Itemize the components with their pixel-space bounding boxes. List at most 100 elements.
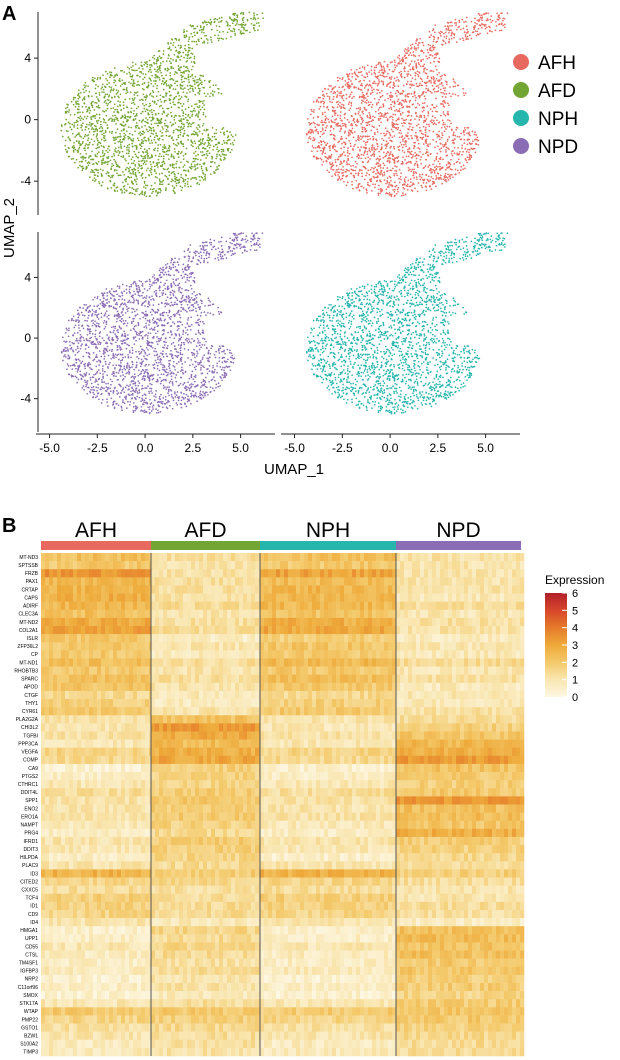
umap-point <box>109 179 112 182</box>
umap-point <box>194 27 197 30</box>
umap-point <box>125 152 128 155</box>
umap-point <box>209 23 212 26</box>
umap-point <box>97 119 100 122</box>
umap-point <box>358 157 360 159</box>
umap-point <box>414 55 417 57</box>
umap-point <box>194 103 196 106</box>
umap-point <box>152 161 155 163</box>
umap-point <box>391 184 394 187</box>
umap-point <box>93 177 96 180</box>
umap-point <box>144 187 147 189</box>
umap-point <box>347 159 350 161</box>
umap-point <box>351 97 354 99</box>
umap-point <box>211 135 214 138</box>
umap-point <box>177 153 179 156</box>
umap-point <box>183 80 185 83</box>
umap-point <box>330 166 333 169</box>
umap-point <box>202 111 205 114</box>
umap-point <box>392 159 395 161</box>
umap-point <box>479 14 481 17</box>
umap-point <box>478 12 480 15</box>
umap-point <box>162 387 165 390</box>
umap-point <box>199 390 202 393</box>
umap-point <box>409 178 412 180</box>
umap-point <box>118 79 120 82</box>
umap-point <box>348 170 350 172</box>
umap-point <box>143 107 146 110</box>
umap-point <box>200 165 203 168</box>
umap-point <box>431 121 433 124</box>
umap-point <box>229 151 232 154</box>
umap-point <box>193 62 196 65</box>
umap-point <box>329 133 332 136</box>
umap-point <box>157 119 160 122</box>
umap-point <box>444 168 447 171</box>
umap-point <box>212 148 214 151</box>
umap-point <box>188 70 191 73</box>
umap-point <box>339 101 341 104</box>
umap-point <box>122 156 124 159</box>
umap-point <box>212 145 215 148</box>
umap-point <box>91 150 93 153</box>
umap-point <box>431 92 433 94</box>
umap-point <box>141 159 144 162</box>
umap-point <box>417 95 420 97</box>
umap-point <box>439 168 441 171</box>
umap-point <box>132 81 135 83</box>
umap-point <box>223 156 226 159</box>
umap-point <box>413 164 416 166</box>
umap-point <box>180 118 183 120</box>
umap-point <box>495 20 497 23</box>
umap-point <box>197 147 200 150</box>
umap-point <box>373 186 376 189</box>
umap-point <box>209 95 211 98</box>
umap-point <box>380 114 383 117</box>
umap-point <box>182 88 184 90</box>
umap-point <box>159 64 162 67</box>
umap-point <box>445 37 448 40</box>
umap-point <box>205 168 208 171</box>
umap-point <box>198 89 201 92</box>
umap-point <box>470 37 473 40</box>
umap-point <box>182 145 185 148</box>
umap-point <box>128 192 131 195</box>
umap-point <box>204 305 206 307</box>
umap-point <box>332 147 335 149</box>
umap-point <box>424 131 427 134</box>
umap-point <box>340 106 343 108</box>
umap-point <box>393 100 396 103</box>
umap-point <box>378 155 381 158</box>
umap-point <box>425 72 428 75</box>
umap-point <box>343 113 346 116</box>
umap-point <box>94 77 96 80</box>
umap-point <box>183 129 186 132</box>
umap-point <box>140 154 142 157</box>
umap-point <box>363 76 365 78</box>
umap-point <box>192 390 195 393</box>
umap-point <box>361 117 364 120</box>
umap-point <box>83 96 86 98</box>
umap-point <box>64 356 67 358</box>
umap-point <box>76 94 79 97</box>
umap-point <box>162 110 165 113</box>
umap-point <box>133 94 136 96</box>
umap-point <box>141 190 144 193</box>
umap-point <box>198 118 201 121</box>
umap-point <box>153 54 156 57</box>
umap-point <box>329 147 331 149</box>
umap-point <box>464 33 467 36</box>
umap-point <box>149 142 151 145</box>
umap-point <box>486 32 489 35</box>
umap-point <box>450 37 453 40</box>
umap-point <box>179 131 182 134</box>
umap-point <box>366 135 369 138</box>
umap-point <box>208 256 210 259</box>
umap-point <box>107 95 110 98</box>
umap-point <box>147 139 150 142</box>
umap-point <box>90 158 92 161</box>
umap-point <box>186 279 189 281</box>
umap-point <box>132 82 135 85</box>
umap-point <box>425 189 428 192</box>
umap-point <box>438 31 440 34</box>
umap-point <box>438 130 440 133</box>
